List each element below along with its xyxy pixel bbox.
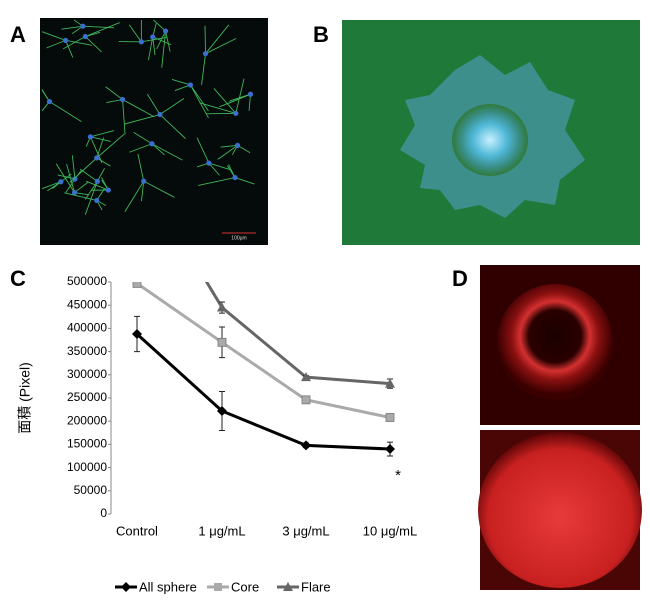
cell-body (232, 175, 237, 180)
x-tick-label: 3 μg/mL (282, 523, 329, 538)
cell-body (150, 34, 155, 39)
legend-label: Core (231, 579, 259, 594)
series-line (137, 283, 390, 417)
marker (302, 396, 310, 404)
y-tick-label: 150000 (67, 437, 107, 451)
cell-mass (478, 432, 642, 588)
cell-body (58, 179, 63, 184)
cell-body (248, 92, 253, 97)
cell-body (106, 187, 111, 192)
cell-body (80, 24, 85, 29)
scale-bar-label: 100μm (231, 235, 246, 241)
y-tick-label: 50000 (74, 483, 108, 497)
panel-label: C (10, 266, 26, 291)
cell-body (235, 143, 240, 148)
cell-body (203, 51, 208, 56)
marker (133, 279, 141, 287)
y-axis-label: 面積 (Pixel) (17, 362, 33, 434)
micrograph-a (40, 18, 268, 245)
cell-body (88, 134, 93, 139)
series-line (137, 334, 390, 449)
cell-body (206, 160, 211, 165)
y-tick-label: 500000 (67, 274, 107, 288)
y-tick-label: 350000 (67, 344, 107, 358)
marker (301, 440, 311, 450)
marker (386, 413, 394, 421)
cell-body (94, 155, 99, 160)
legend-marker (214, 583, 222, 591)
legend-label: All sphere (139, 579, 197, 594)
cell-body (120, 97, 125, 102)
cell-body (63, 38, 68, 43)
cell-body (83, 34, 88, 39)
y-tick-label: 200000 (67, 413, 107, 427)
legend-label: Flare (301, 579, 331, 594)
cell-body (94, 198, 99, 203)
ring (497, 284, 613, 400)
y-tick-label: 300000 (67, 367, 107, 381)
cell-body (95, 179, 100, 184)
y-tick-label: 0 (100, 506, 107, 520)
y-tick-label: 100000 (67, 460, 107, 474)
cell-body (233, 111, 238, 116)
annotation: * (395, 467, 401, 484)
cell-body (47, 99, 52, 104)
x-tick-label: 10 μg/mL (363, 523, 417, 538)
legend-marker (121, 582, 131, 592)
marker (218, 338, 226, 346)
cell-body (163, 28, 168, 33)
cell-body (188, 82, 193, 87)
y-tick-label: 400000 (67, 321, 107, 335)
cell-body (141, 179, 146, 184)
sphere-core (452, 104, 528, 176)
cell-body (157, 112, 162, 117)
y-tick-label: 250000 (67, 390, 107, 404)
x-tick-label: 1 μg/mL (198, 523, 245, 538)
y-tick-label: 450000 (67, 297, 107, 311)
cell-body (139, 39, 144, 44)
panel-label: A (10, 22, 26, 47)
panel-label: B (313, 22, 329, 47)
x-tick-label: Control (116, 523, 158, 538)
marker (385, 444, 395, 454)
cell-body (149, 141, 154, 146)
neurite (205, 26, 206, 54)
panel-label: D (452, 266, 468, 291)
